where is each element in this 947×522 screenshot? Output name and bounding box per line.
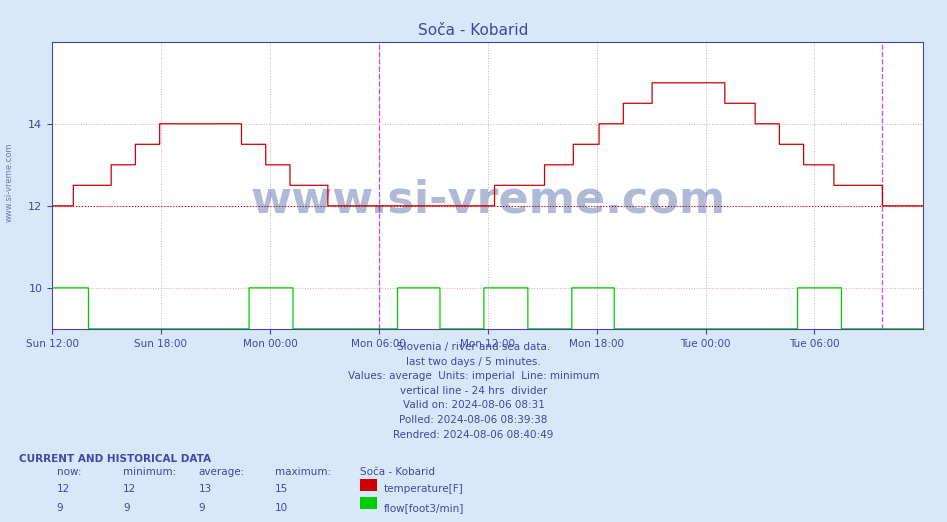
Text: 15: 15 xyxy=(275,484,288,494)
Text: CURRENT AND HISTORICAL DATA: CURRENT AND HISTORICAL DATA xyxy=(19,454,211,464)
Text: last two days / 5 minutes.: last two days / 5 minutes. xyxy=(406,357,541,366)
Text: flow[foot3/min]: flow[foot3/min] xyxy=(384,503,464,513)
Text: 9: 9 xyxy=(57,503,63,513)
Text: Slovenia / river and sea data.: Slovenia / river and sea data. xyxy=(397,342,550,352)
Text: 12: 12 xyxy=(57,484,70,494)
Text: 12: 12 xyxy=(123,484,136,494)
Text: www.si-vreme.com: www.si-vreme.com xyxy=(5,143,14,222)
Text: 10: 10 xyxy=(275,503,288,513)
Text: Polled: 2024-08-06 08:39:38: Polled: 2024-08-06 08:39:38 xyxy=(400,415,547,425)
Text: Rendred: 2024-08-06 08:40:49: Rendred: 2024-08-06 08:40:49 xyxy=(393,430,554,440)
Text: Values: average  Units: imperial  Line: minimum: Values: average Units: imperial Line: mi… xyxy=(348,371,599,381)
Text: vertical line - 24 hrs  divider: vertical line - 24 hrs divider xyxy=(400,386,547,396)
Text: www.si-vreme.com: www.si-vreme.com xyxy=(250,178,725,221)
Text: average:: average: xyxy=(199,467,245,477)
Text: now:: now: xyxy=(57,467,81,477)
Text: Soča - Kobarid: Soča - Kobarid xyxy=(419,23,528,39)
Text: 13: 13 xyxy=(199,484,212,494)
Text: 9: 9 xyxy=(199,503,205,513)
Text: maximum:: maximum: xyxy=(275,467,331,477)
Text: Valid on: 2024-08-06 08:31: Valid on: 2024-08-06 08:31 xyxy=(402,400,545,410)
Text: Soča - Kobarid: Soča - Kobarid xyxy=(360,467,435,477)
Text: minimum:: minimum: xyxy=(123,467,176,477)
Text: temperature[F]: temperature[F] xyxy=(384,484,463,494)
Text: 9: 9 xyxy=(123,503,130,513)
